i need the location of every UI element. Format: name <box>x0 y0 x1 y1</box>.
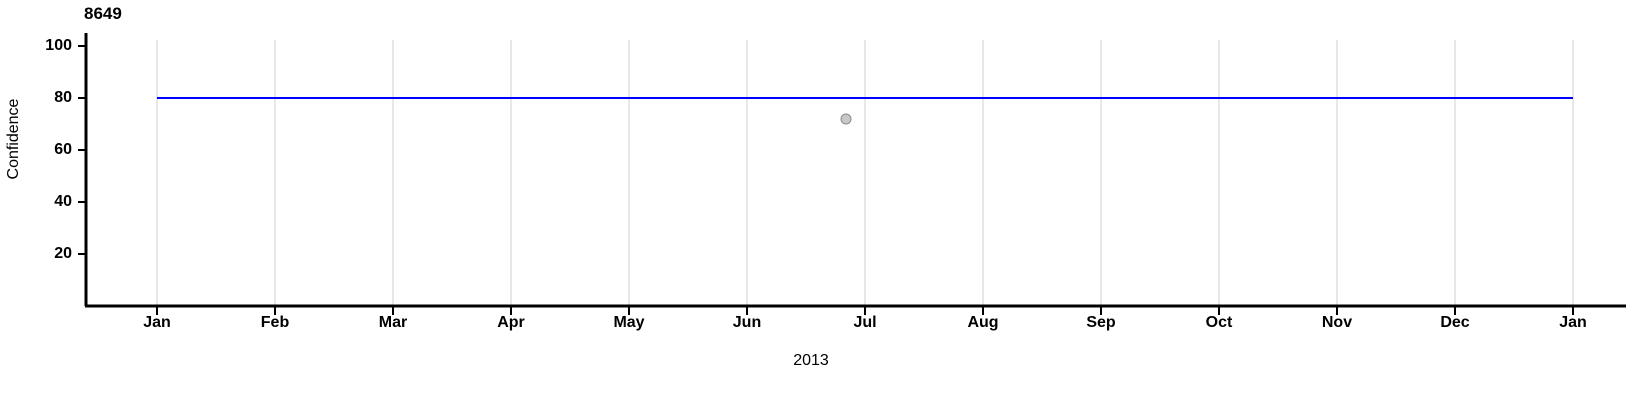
x-tick-label: Dec <box>1440 314 1470 331</box>
y-tick-label: 20 <box>54 245 72 262</box>
x-tick-label: Jun <box>732 314 762 331</box>
x-tick-label: Apr <box>497 314 525 331</box>
x-tick-label: Oct <box>1205 314 1233 331</box>
y-tick-label: 80 <box>54 89 72 106</box>
y-tick-label: 100 <box>45 37 72 54</box>
x-tick-label: Feb <box>260 314 290 331</box>
chart-title: 8649 <box>84 4 122 23</box>
y-tick-label: 40 <box>54 193 72 210</box>
x-tick-label: Jul <box>853 314 877 331</box>
data-point-marker <box>840 113 852 125</box>
x-tick-label: May <box>613 314 645 331</box>
y-axis-tick-labels: 100 80 60 40 20 <box>0 0 72 400</box>
x-axis-title-wrap: 2013 <box>0 352 1650 370</box>
y-axis-ticks <box>78 45 86 255</box>
gridlines-vertical <box>156 40 1574 305</box>
x-tick-label: Nov <box>1321 314 1353 331</box>
x-tick-label: Jan <box>143 314 171 331</box>
x-tick-label: Aug <box>967 314 999 331</box>
x-tick-label: Jan <box>1559 314 1587 331</box>
x-axis-ticks <box>156 306 1574 315</box>
x-axis-title: 2013 <box>793 352 829 369</box>
x-tick-label: Mar <box>378 314 408 331</box>
y-tick-label: 60 <box>54 141 72 158</box>
x-tick-label: Sep <box>1086 314 1116 331</box>
